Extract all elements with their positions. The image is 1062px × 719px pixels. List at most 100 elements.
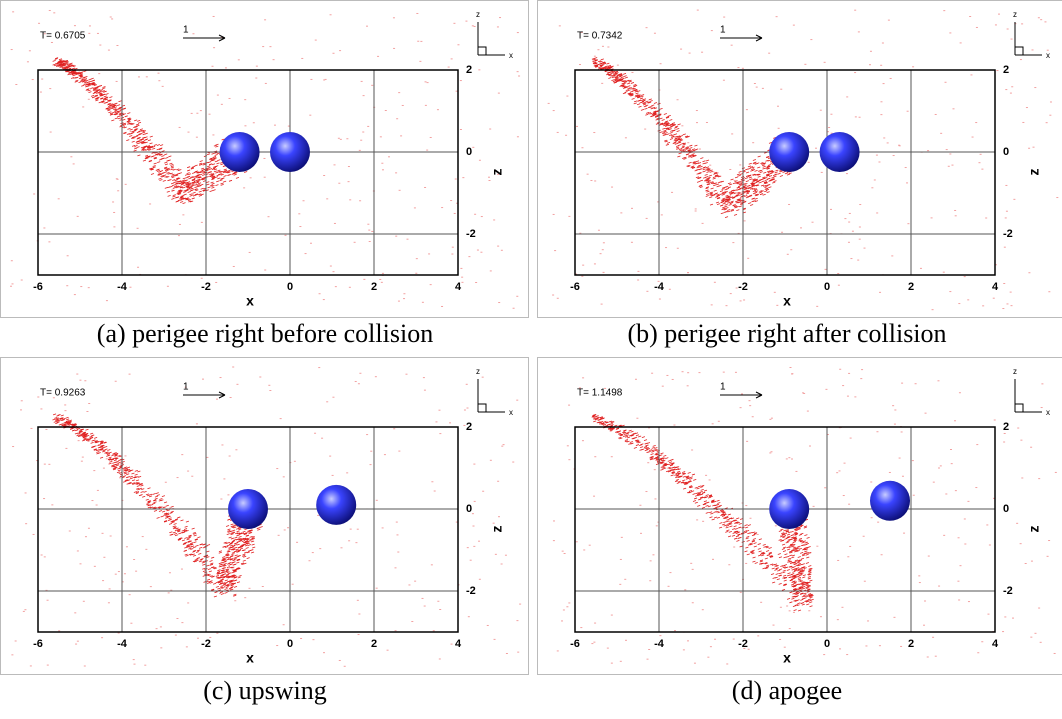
vector [235, 542, 238, 543]
vector [154, 144, 157, 145]
vector [157, 145, 160, 146]
vector [644, 440, 647, 441]
vector [137, 138, 140, 139]
time-label: T= 0.9263 [40, 388, 86, 399]
vector [695, 502, 698, 503]
vector [245, 543, 248, 544]
vector [94, 437, 97, 438]
x-tick-label: 0 [287, 638, 293, 650]
vector [202, 163, 205, 164]
vector [727, 209, 730, 210]
vector [119, 472, 122, 473]
vector [777, 579, 780, 580]
vector [153, 167, 156, 168]
vector [228, 562, 231, 563]
vector [238, 529, 241, 530]
vector [603, 424, 606, 425]
vector [736, 540, 739, 541]
vector [651, 454, 654, 455]
vector [656, 123, 659, 124]
vector [215, 172, 218, 173]
vector [210, 160, 213, 161]
vector [216, 181, 219, 182]
vector [197, 558, 200, 559]
vector [787, 541, 790, 542]
vector [224, 169, 227, 170]
vector [160, 500, 163, 501]
vector [234, 174, 237, 175]
vector [101, 448, 104, 449]
vector [753, 557, 756, 558]
vector [783, 570, 786, 571]
x-tick-label: 4 [992, 281, 999, 293]
vector [249, 532, 252, 533]
vector [623, 73, 626, 74]
vector [180, 199, 183, 200]
vector [144, 491, 147, 492]
vector [169, 186, 172, 187]
vector [808, 578, 811, 579]
vector [676, 128, 679, 129]
vector [696, 161, 699, 162]
vector [128, 471, 131, 472]
vector [789, 173, 792, 174]
vector [763, 166, 766, 167]
vector [716, 184, 719, 185]
vector [227, 542, 230, 543]
x-tick-label: 0 [824, 281, 830, 293]
vector [692, 149, 695, 150]
vector [761, 555, 764, 556]
vector [735, 177, 738, 178]
vector [607, 72, 610, 73]
z-tick-label: -2 [1003, 228, 1013, 240]
vector [750, 170, 753, 171]
vector [695, 170, 698, 171]
vector [758, 548, 761, 549]
vector [661, 466, 664, 467]
vector [220, 183, 223, 184]
vector [629, 430, 632, 431]
vector [171, 511, 174, 512]
vector [723, 203, 726, 204]
vector [142, 132, 145, 133]
vector [236, 549, 239, 550]
vector [754, 546, 757, 547]
triad-x: x [509, 408, 513, 417]
vector [104, 102, 107, 103]
vector [229, 180, 232, 181]
vector [644, 106, 647, 107]
vector [720, 202, 723, 203]
vector [674, 142, 677, 143]
vector [186, 198, 189, 199]
vector [186, 521, 189, 522]
vector [206, 557, 209, 558]
vector [220, 566, 223, 567]
vector [169, 518, 172, 519]
vector [158, 171, 161, 172]
vector [613, 81, 616, 82]
vector [165, 164, 168, 165]
vector [621, 77, 624, 78]
vector [766, 565, 769, 566]
vector [109, 109, 112, 110]
vector [691, 166, 694, 167]
vector [671, 475, 674, 476]
vector [793, 583, 796, 584]
vector [167, 172, 170, 173]
vector [752, 561, 755, 562]
vector [639, 445, 642, 446]
vector [750, 186, 753, 187]
vector [53, 60, 56, 61]
vector [765, 180, 768, 181]
vector [805, 584, 808, 585]
vector [805, 542, 808, 543]
vector [131, 473, 134, 474]
vector [229, 537, 232, 538]
vector [731, 521, 734, 522]
vector [746, 181, 749, 182]
vector [736, 533, 739, 534]
vector [221, 562, 224, 563]
vector [153, 165, 156, 166]
vector [627, 86, 630, 87]
vector [244, 172, 247, 173]
